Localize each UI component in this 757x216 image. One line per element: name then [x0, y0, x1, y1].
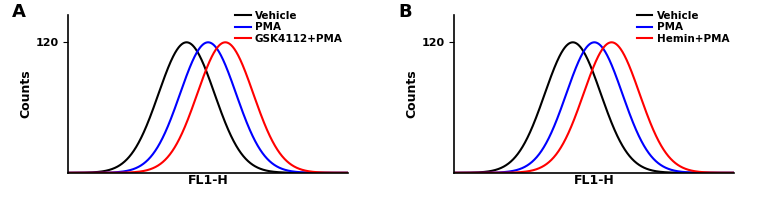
Hemin+PMA	[714, 172, 723, 174]
Line: Vehicle: Vehicle	[379, 42, 757, 173]
Vehicle	[198, 60, 207, 63]
Y-axis label: Counts: Counts	[20, 70, 33, 118]
PMA	[572, 64, 581, 66]
GSK4112+PMA	[10, 172, 19, 174]
Vehicle	[569, 41, 578, 44]
Text: B: B	[398, 3, 412, 21]
PMA	[714, 172, 723, 174]
Hemin+PMA	[572, 111, 581, 113]
PMA	[590, 41, 599, 44]
Legend: Vehicle, PMA, GSK4112+PMA: Vehicle, PMA, GSK4112+PMA	[235, 11, 343, 44]
Vehicle	[714, 172, 723, 174]
Line: Hemin+PMA: Hemin+PMA	[379, 42, 757, 173]
Vehicle	[10, 172, 19, 174]
GSK4112+PMA	[186, 111, 195, 113]
Vehicle	[186, 43, 195, 45]
Vehicle	[375, 172, 384, 174]
PMA	[204, 41, 213, 44]
Text: A: A	[12, 3, 26, 21]
Vehicle	[328, 172, 337, 174]
PMA	[186, 64, 195, 66]
Vehicle	[573, 43, 582, 45]
Vehicle	[419, 172, 428, 174]
GSK4112+PMA	[198, 79, 207, 81]
GSK4112+PMA	[407, 172, 416, 174]
Line: Vehicle: Vehicle	[0, 42, 423, 173]
X-axis label: FL1-H: FL1-H	[574, 174, 615, 187]
PMA	[328, 172, 337, 174]
Vehicle	[407, 172, 416, 174]
Line: PMA: PMA	[379, 42, 757, 173]
Hemin+PMA	[584, 79, 593, 81]
Hemin+PMA	[397, 172, 406, 174]
Hemin+PMA	[607, 41, 616, 44]
Hemin+PMA	[375, 172, 384, 174]
Line: PMA: PMA	[0, 42, 423, 173]
X-axis label: FL1-H: FL1-H	[188, 174, 229, 187]
Line: GSK4112+PMA: GSK4112+PMA	[0, 42, 423, 173]
Vehicle	[584, 60, 593, 63]
PMA	[397, 172, 406, 174]
PMA	[584, 44, 593, 46]
PMA	[198, 44, 207, 46]
PMA	[407, 172, 416, 174]
PMA	[375, 172, 384, 174]
GSK4112+PMA	[328, 172, 337, 174]
GSK4112+PMA	[220, 41, 229, 44]
PMA	[419, 172, 428, 174]
Vehicle	[397, 172, 406, 174]
Legend: Vehicle, PMA, Hemin+PMA: Vehicle, PMA, Hemin+PMA	[637, 11, 729, 44]
Vehicle	[407, 172, 416, 174]
GSK4112+PMA	[419, 172, 428, 174]
GSK4112+PMA	[407, 172, 416, 174]
Vehicle	[182, 41, 192, 44]
Y-axis label: Counts: Counts	[406, 70, 419, 118]
PMA	[10, 172, 19, 174]
PMA	[407, 172, 416, 174]
